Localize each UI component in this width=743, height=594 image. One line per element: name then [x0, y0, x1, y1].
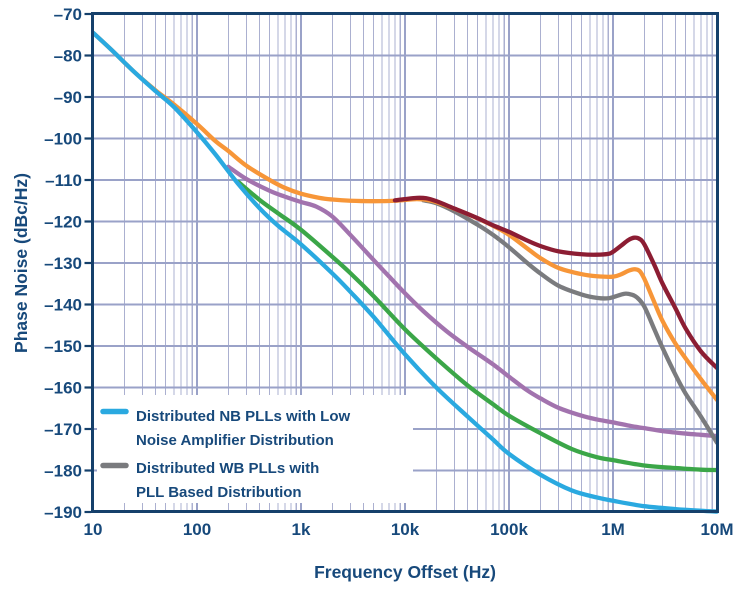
- y-tick-label: –190: [44, 503, 82, 522]
- y-tick-label: –150: [44, 337, 82, 356]
- plot-frame: [91, 12, 719, 513]
- legend-label-nb-line2: Noise Amplifier Distribution: [136, 432, 334, 449]
- legend-label-wb-line1: Distributed WB PLLs with: [136, 460, 319, 477]
- x-tick-label: 10M: [700, 520, 733, 539]
- y-tick-label: –90: [54, 88, 82, 107]
- y-tick-label: –160: [44, 379, 82, 398]
- x-tick-label: 100k: [490, 520, 528, 539]
- legend-background: [97, 395, 413, 503]
- y-tick-label: –110: [45, 171, 82, 190]
- series-gray-curve: [421, 198, 719, 445]
- y-tick-label: –170: [44, 420, 82, 439]
- legend-label-wb-line2: PLL Based Distribution: [136, 484, 302, 501]
- legend-label-nb-line1: Distributed NB PLLs with Low: [136, 408, 350, 425]
- y-tick-label: –180: [44, 462, 82, 481]
- y-tick-label: –120: [44, 213, 82, 232]
- y-tick-label: –80: [54, 47, 82, 66]
- x-axis-title: Frequency Offset (Hz): [314, 562, 496, 582]
- y-tick-label: –140: [44, 296, 82, 315]
- series-purple-curve: [226, 164, 719, 439]
- y-tick-label: –70: [54, 5, 82, 24]
- x-tick-label: 10: [84, 520, 103, 539]
- curves: [91, 30, 719, 514]
- x-tick-label: 1M: [601, 520, 625, 539]
- axis-ticks: –70 –80 –90 –100 –110 –120 –130 –140 –150 –160 –17…: [44, 5, 733, 539]
- y-tick-label: –100: [44, 130, 82, 149]
- series-maroon-curve: [392, 195, 719, 371]
- series-cyan-curve: [91, 30, 719, 514]
- x-tick-label: 10k: [391, 520, 420, 539]
- x-tick-label: 100: [183, 520, 211, 539]
- legend: Distributed NB PLLs with Low Noise Ampli…: [97, 395, 413, 503]
- series-green-curve: [236, 179, 719, 473]
- x-tick-label: 1k: [292, 520, 311, 539]
- y-tick-label: –130: [44, 254, 82, 273]
- y-axis-title: Phase Noise (dBc/Hz): [11, 173, 31, 353]
